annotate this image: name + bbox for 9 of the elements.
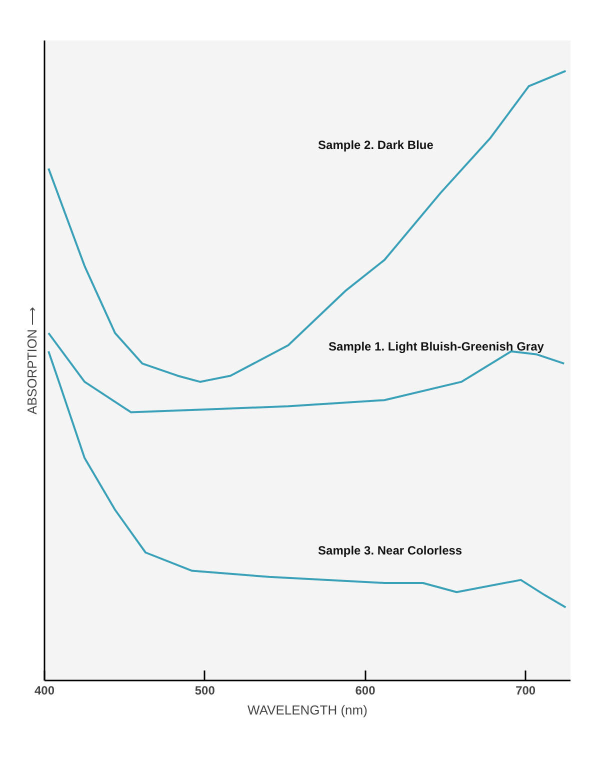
x-axis-title: WAVELENGTH (nm)	[248, 702, 368, 718]
x-tick-label: 400	[34, 684, 55, 698]
x-tick-label: 600	[355, 684, 376, 698]
y-axis-title: ABSORPTION ⟶	[24, 306, 40, 414]
series-label: Sample 3. Near Colorless	[318, 543, 462, 558]
text: Sample 2. Dark Blue	[318, 138, 434, 152]
x-tick-label: 700	[516, 684, 536, 698]
series-label: Sample 1. Light Bluish-Greenish Gray	[328, 340, 544, 354]
x-tick-label: 500	[194, 684, 216, 698]
